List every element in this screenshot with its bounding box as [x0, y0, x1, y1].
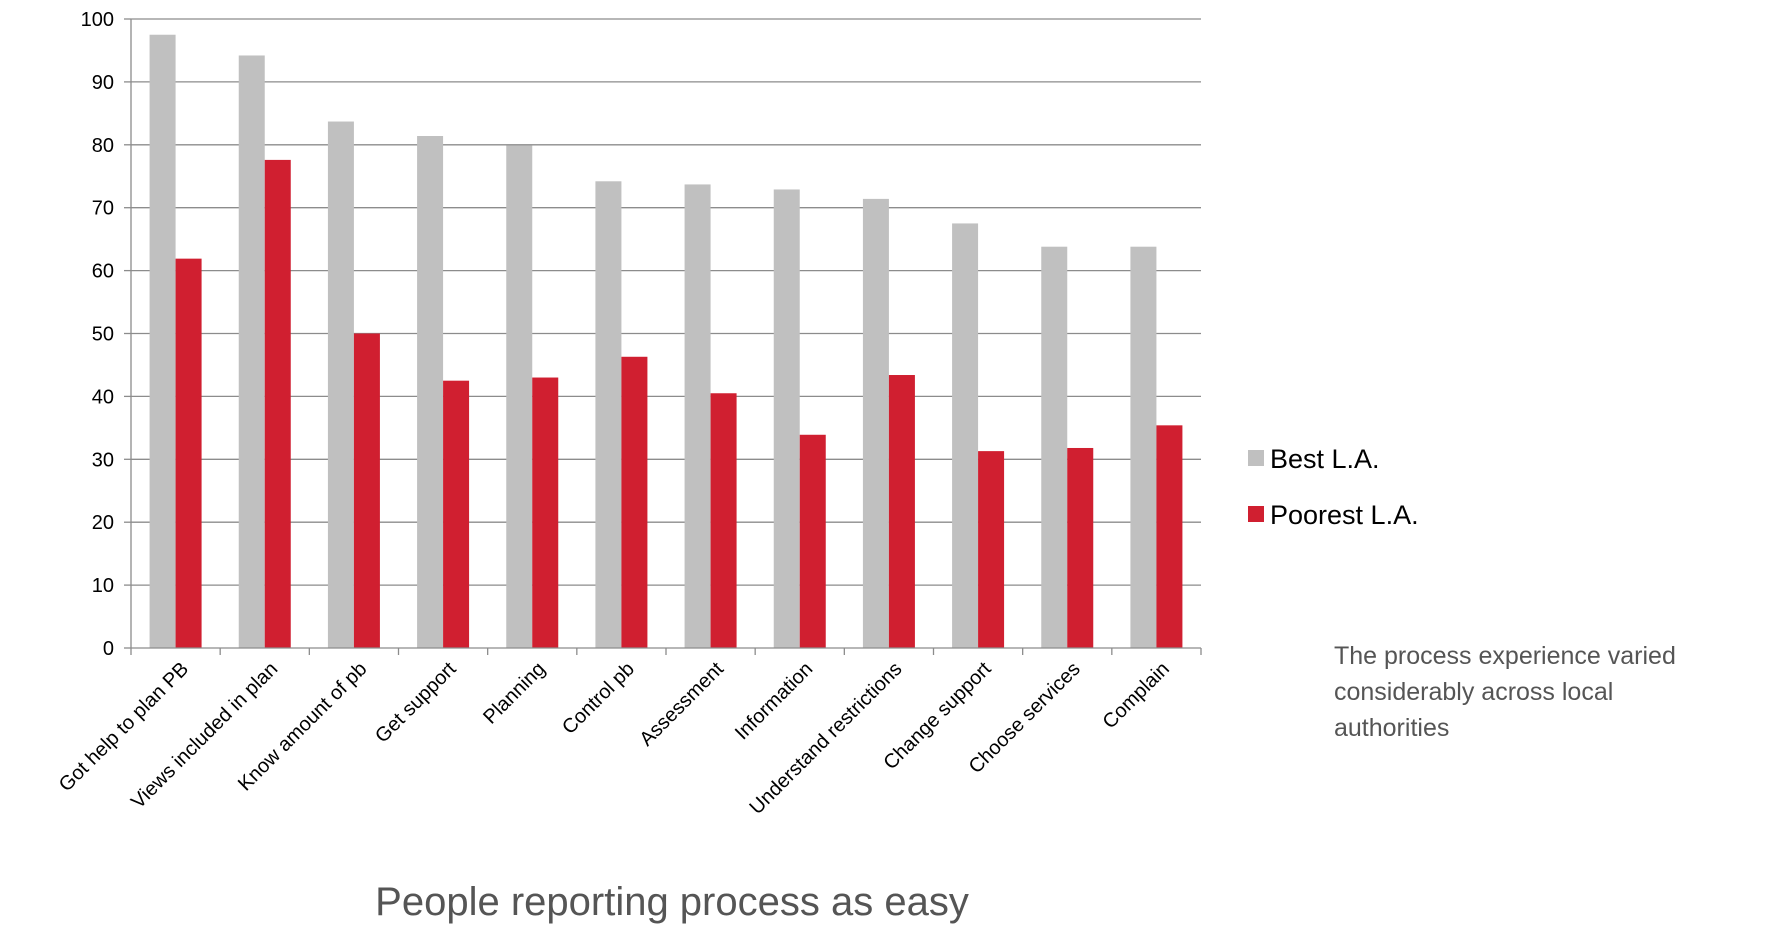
y-tick-label: 80	[92, 135, 114, 157]
x-tick-label: Get support	[371, 658, 461, 748]
y-tick-label: 10	[92, 575, 114, 597]
x-tick-label: Complain	[1099, 658, 1174, 733]
y-tick-label: 20	[92, 512, 114, 534]
bar-best	[773, 189, 800, 649]
y-tick-label: 40	[92, 386, 114, 408]
bar-poorest	[621, 356, 648, 648]
x-axis-title: People reporting process as easy	[375, 880, 969, 924]
bar-poorest	[532, 377, 559, 648]
bar-poorest	[443, 380, 470, 648]
bar-best	[149, 34, 176, 649]
bar-best	[238, 55, 265, 649]
y-tick-label: 50	[92, 324, 114, 346]
x-tick-label: Understand restrictions	[745, 658, 906, 819]
bar-best	[862, 198, 889, 649]
axes	[124, 18, 1202, 655]
x-tick-label: Views included in plan	[127, 658, 282, 813]
bar-poorest	[1156, 425, 1183, 648]
bar-poorest	[799, 434, 826, 648]
y-tick-label: 0	[103, 638, 114, 660]
bar-best	[327, 121, 354, 649]
bar-poorest	[888, 375, 915, 648]
y-tick-label: 60	[92, 261, 114, 283]
x-tick-label: Assessment	[636, 658, 729, 751]
annotation-note: The process experience varied considerab…	[1334, 642, 1676, 742]
bar-best	[1041, 246, 1068, 648]
bar-poorest	[710, 393, 737, 648]
bar-best	[952, 223, 979, 649]
bar-poorest	[978, 451, 1005, 648]
bar-best	[506, 145, 533, 648]
bar-best	[1130, 246, 1157, 648]
bar-best	[595, 181, 622, 649]
bar-poorest	[175, 258, 202, 648]
legend-label: Best L.A.	[1270, 444, 1380, 474]
y-tick-label: 100	[81, 9, 114, 31]
gridlines	[131, 18, 1201, 586]
legend-swatch	[1248, 506, 1264, 522]
legend-label: Poorest L.A.	[1270, 500, 1419, 530]
bar-poorest	[264, 159, 291, 648]
y-tick-label: 30	[92, 449, 114, 471]
y-tick-label: 70	[92, 198, 114, 220]
y-tick-label: 90	[92, 72, 114, 94]
bar-poorest	[1067, 447, 1094, 648]
bar-poorest	[353, 333, 380, 648]
bar-best	[417, 135, 444, 648]
x-tick-label: Control pb	[558, 658, 639, 739]
x-tick-label: Planning	[479, 658, 550, 729]
bars	[149, 34, 1183, 649]
legend-swatch	[1248, 450, 1264, 466]
legend: Best L.A. Poorest L.A.	[1248, 444, 1419, 530]
x-tick-label: Information	[731, 658, 817, 744]
y-tick-labels: 0 10 20 30 40 50 60 70 80 90 100	[81, 9, 114, 660]
bar-best	[684, 184, 711, 648]
